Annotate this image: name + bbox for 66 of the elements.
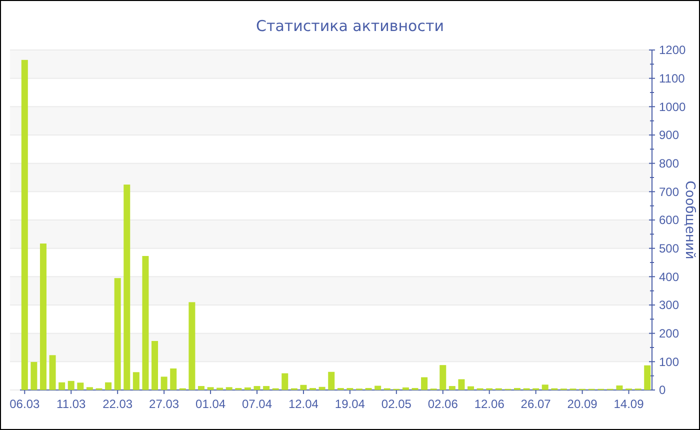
x-tick-label: 20.09 — [567, 396, 598, 411]
y-tick-label: 700 — [659, 184, 680, 199]
x-tick-label: 14.09 — [614, 396, 644, 411]
bar — [402, 387, 409, 390]
y-tick-label: 100 — [659, 354, 680, 369]
bar — [30, 362, 38, 390]
bar — [198, 386, 204, 390]
bar — [105, 382, 112, 390]
y-tick-label: 1100 — [659, 72, 686, 86]
y-tick-label: 1000 — [659, 100, 686, 114]
chart-title: Статистика активности — [256, 17, 444, 35]
bar — [318, 386, 326, 390]
bar — [374, 386, 382, 390]
bar — [68, 380, 74, 390]
y-axis-title: Сообщений — [682, 180, 697, 260]
y-tick-label: 800 — [659, 156, 680, 171]
bar — [152, 340, 158, 390]
x-tick-label: 02.05 — [381, 396, 412, 411]
bar — [207, 387, 214, 390]
bar — [142, 256, 149, 390]
bar — [542, 384, 548, 390]
y-tick-label: 1200 — [659, 43, 686, 58]
bar — [468, 386, 474, 390]
bar — [170, 368, 177, 390]
y-tick-label: 200 — [659, 326, 680, 341]
bar — [226, 387, 232, 390]
bar — [254, 386, 260, 390]
bar — [644, 365, 651, 390]
bar — [300, 384, 307, 390]
bar — [160, 376, 168, 390]
bar — [40, 244, 46, 390]
x-tick-label: 11.03 — [56, 396, 86, 411]
x-tick-label: 12.04 — [288, 396, 319, 411]
bar — [188, 302, 196, 390]
x-tick-label: 27.03 — [149, 396, 180, 411]
x-tick-label: 12.06 — [474, 396, 505, 411]
bar — [458, 379, 465, 390]
bar — [86, 387, 93, 390]
y-tick-label: 0 — [659, 383, 666, 398]
y-tick-label: 500 — [659, 242, 680, 256]
bar — [448, 386, 456, 390]
x-tick-label: 02.06 — [428, 396, 458, 411]
y-tick-label: 900 — [659, 128, 680, 142]
bar — [77, 382, 84, 390]
bar — [440, 365, 446, 390]
bar — [244, 387, 251, 390]
bar — [282, 373, 288, 390]
x-tick-label: 19.04 — [334, 396, 366, 411]
bar — [58, 382, 66, 390]
bar — [616, 385, 623, 390]
bar — [263, 386, 270, 390]
bar — [124, 184, 130, 390]
bar — [421, 377, 428, 390]
y-tick-label: 300 — [659, 298, 680, 312]
bar — [132, 372, 140, 390]
x-tick-label: 07.04 — [242, 396, 272, 411]
bar — [328, 372, 335, 390]
x-tick-label: 06.03 — [10, 396, 40, 411]
y-tick-label: 600 — [659, 213, 680, 228]
x-tick-label: 01.04 — [196, 396, 226, 411]
y-tick-label: 400 — [659, 270, 680, 284]
x-tick-label: 26.07 — [520, 396, 552, 411]
bar — [49, 355, 56, 390]
bar — [21, 60, 28, 390]
x-tick-label: 22.03 — [102, 396, 133, 411]
bar — [114, 278, 121, 390]
